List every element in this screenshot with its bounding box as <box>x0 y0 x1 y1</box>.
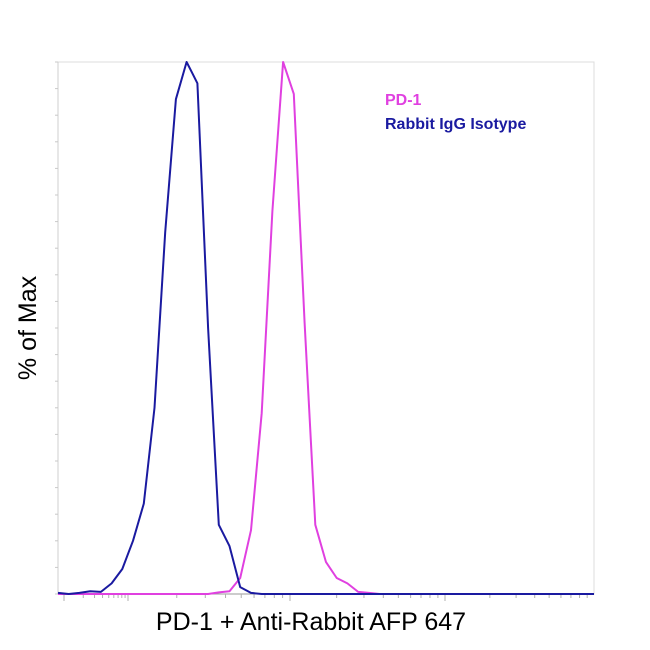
y-axis-title: % of Max <box>14 275 42 380</box>
x-axis-title: PD-1 + Anti-Rabbit AFP 647 <box>156 608 466 636</box>
legend-entry-rabbit-igg-isotype: Rabbit IgG Isotype <box>385 116 526 133</box>
series-layer <box>57 61 594 595</box>
series-line-rabbit-igg-isotype <box>57 61 594 595</box>
legend-entry-pd-1: PD-1 <box>385 92 422 109</box>
y-axis-ticks <box>55 61 58 595</box>
legend: PD-1 Rabbit IgG Isotype <box>385 92 526 133</box>
